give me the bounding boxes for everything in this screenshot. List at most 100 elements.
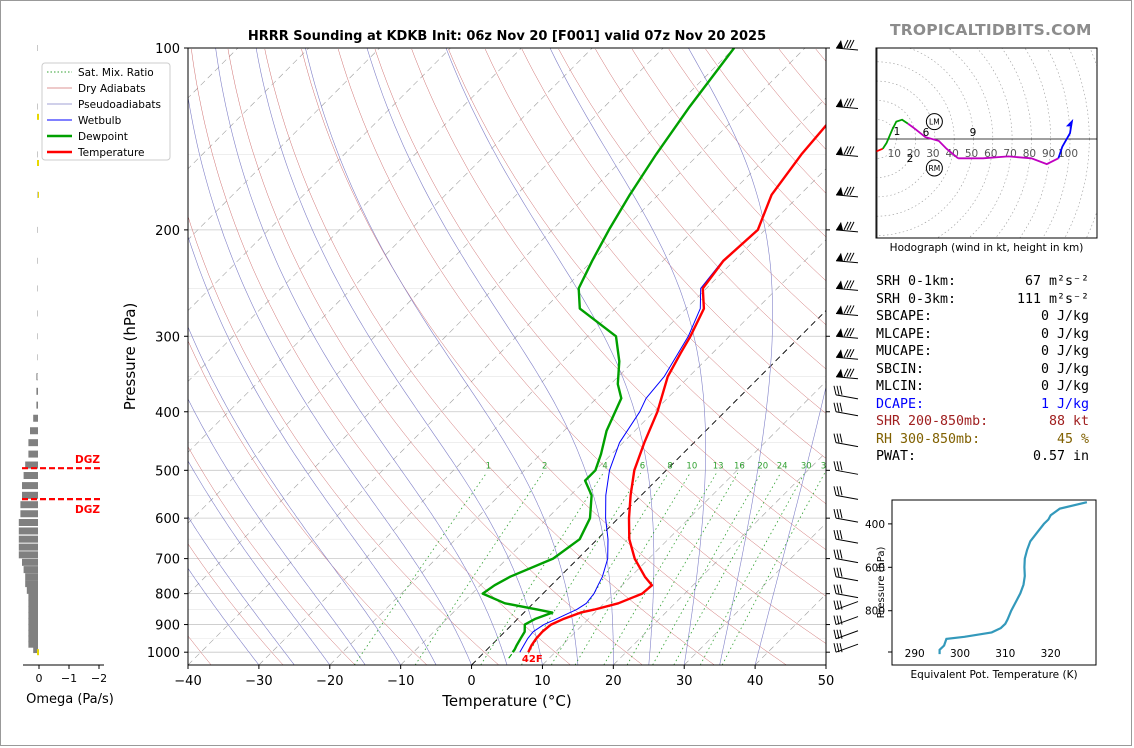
wind-barb-feather [833, 509, 837, 519]
omega-bar [28, 612, 38, 620]
stat-value: 0 J/kg [1040, 379, 1089, 394]
stat-value: 111 m²s⁻² [1016, 291, 1089, 307]
wind-barb-feather [849, 280, 855, 289]
wind-barb-feather [849, 349, 855, 358]
wind-barb-staff [835, 593, 859, 599]
wind-barb-feather [843, 328, 849, 337]
legend-box [41, 62, 171, 161]
omega-bar-positive [37, 649, 39, 656]
wind-barb-feather [843, 368, 849, 377]
wind-barb-feather [836, 461, 840, 471]
dry-adiabat-line [188, 446, 356, 665]
omega-bar [28, 450, 38, 458]
omega-bar-trace [37, 310, 38, 317]
wind-barb-feather [839, 461, 843, 471]
hodo-segment [876, 147, 884, 153]
wind-barb-feather [839, 629, 843, 639]
pseudoadiabat-line [366, 48, 614, 665]
hodo-storm-marker [925, 159, 943, 177]
wind-barb-feather [843, 252, 849, 262]
wind-barb-feather [836, 433, 840, 443]
wind-barb-feather [836, 486, 840, 496]
stat-label: SBCIN: [876, 361, 925, 377]
legend-label: Sat. Mix. Ratio [78, 67, 154, 79]
wind-barb-feather [849, 39, 855, 49]
temperature-line [527, 123, 826, 653]
stat-label: MLCIN: [876, 379, 925, 394]
dry-adiabat-line [188, 543, 284, 665]
wind-barb-feather [846, 328, 852, 337]
mixing-ratio-line [414, 472, 544, 665]
isotherm-line [471, 309, 826, 665]
stat-value: 0.57 in [1032, 449, 1089, 464]
omega-bar [20, 510, 38, 518]
wind-barbs [833, 39, 859, 653]
wind-barb-flag [836, 280, 843, 289]
wind-barb-flag [836, 349, 843, 358]
x-tick-label: −20 [316, 674, 343, 689]
wind-barb-staff [835, 194, 859, 198]
wind-barb-feather [833, 643, 837, 653]
wind-barb-feather [849, 252, 855, 262]
wind-barb-staff [835, 153, 859, 157]
stat-row: MLCIN: 0 J/kg [876, 378, 1089, 396]
hodo-segment [882, 118, 909, 150]
isotherm-line [684, 522, 826, 665]
omega-bar-trace [37, 333, 38, 340]
dry-adiabat-line [188, 215, 499, 665]
stat-label: MLCAPE: [876, 326, 933, 342]
pseudoadiabat-line [255, 48, 543, 665]
mixing-ratio-line [626, 472, 739, 665]
isotherm-line [188, 48, 806, 665]
omega-bar [28, 593, 38, 601]
thetae-x-tick-label: 310 [995, 648, 1015, 660]
omega-bar [28, 599, 38, 607]
wind-barb-feather [843, 186, 849, 196]
stat-label: PWAT: [876, 449, 917, 464]
stat-row: SRH 0-3km: 111 m²s⁻² [876, 291, 1089, 309]
omega-bar [28, 623, 38, 631]
wind-barb-feather [833, 600, 837, 610]
mixing-ratio-line [480, 472, 604, 665]
thetae-x-axis-label: Equivalent Pot. Temperature (K) [910, 669, 1077, 681]
mixing-ratio-label: 10 [686, 461, 697, 471]
wind-barb-staff [835, 517, 859, 523]
hodo-ring-label: 70 [1003, 148, 1016, 160]
y-tick-label: 700 [155, 553, 180, 568]
hodo-segment [1057, 118, 1074, 159]
wind-barb-staff [835, 376, 859, 380]
omega-bar [26, 586, 38, 594]
stat-value: 88 kt [1048, 414, 1089, 429]
stat-row: SRH 0-1km: 67 m²s⁻² [876, 273, 1089, 291]
wind-barb-feather [846, 98, 852, 107]
wind-barb-feather [836, 509, 840, 519]
wind-barb-feather [846, 146, 852, 155]
dgz-label: DGZ [75, 504, 100, 516]
omega-bar [36, 387, 38, 395]
dry-adiabat-line [337, 48, 826, 644]
hodo-storm-marker [925, 113, 943, 131]
thetae-x-tick-label: 320 [1041, 648, 1061, 660]
stat-row: DCAPE: 1 J/kg [876, 396, 1089, 414]
wind-barb-flag [836, 221, 843, 231]
wind-barb-staff [835, 106, 859, 110]
stat-label: SRH 0-1km: [876, 274, 957, 289]
wind-barb-feather [839, 643, 843, 653]
wind-barb-feather [836, 629, 840, 639]
legend-label: Dewpoint [78, 131, 128, 143]
wind-barb-flag [836, 40, 843, 49]
wind-barb-flag [836, 368, 843, 378]
hodo-frame [875, 47, 1098, 239]
x-tick-label: −30 [245, 674, 272, 689]
wind-barb-feather [833, 433, 837, 443]
omega-bar [25, 580, 38, 588]
omega-bar [22, 482, 38, 490]
stat-label: MUCAPE: [876, 344, 933, 359]
y-tick-label: 800 [155, 588, 180, 603]
omega-bar [18, 551, 38, 559]
x-tick-label: 50 [818, 674, 835, 689]
wind-barb-flag [836, 328, 843, 337]
mixing-ratio-line [603, 472, 717, 665]
mixing-ratio-label: 2 [542, 461, 547, 471]
wind-barb-feather [836, 600, 840, 610]
